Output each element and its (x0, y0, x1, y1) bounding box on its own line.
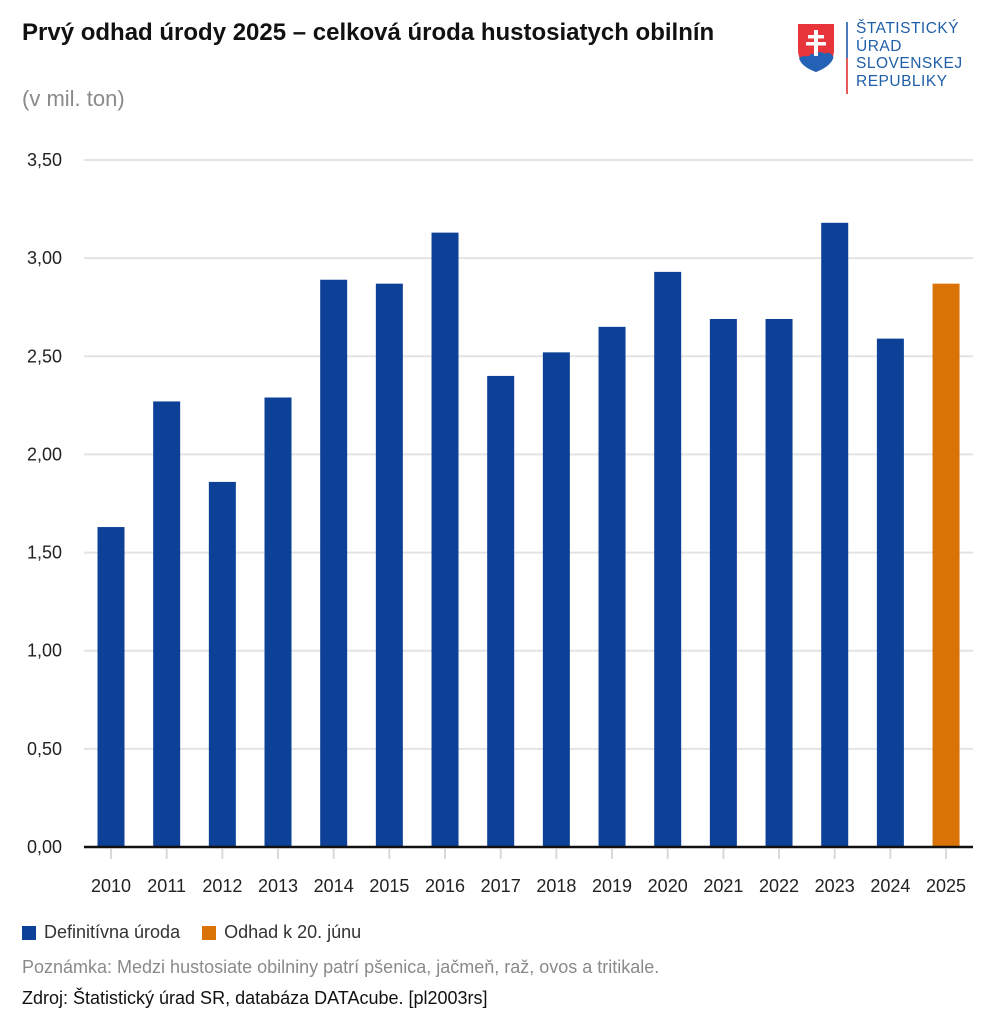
x-tick-label: 2020 (648, 876, 688, 896)
legend-item-definitive: Definitívna úroda (22, 922, 180, 943)
bar-2022 (765, 318, 793, 847)
y-tick-label: 1,50 (27, 543, 62, 563)
x-tick-label: 2018 (536, 876, 576, 896)
y-tick-label: 2,00 (27, 444, 62, 464)
x-tick-label: 2024 (870, 876, 910, 896)
bar-2024 (876, 338, 904, 847)
bar-2020 (654, 271, 682, 847)
x-tick-label: 2019 (592, 876, 632, 896)
source-note: Zdroj: Štatistický úrad SR, databáza DAT… (22, 988, 488, 1008)
x-tick-label: 2021 (703, 876, 743, 896)
y-tick-label: 1,00 (27, 641, 62, 661)
chart-title: Prvý odhad úrody 2025 – celková úroda hu… (22, 19, 715, 46)
bar-2010 (97, 527, 125, 847)
logo-line: SLOVENSKEJ (856, 55, 963, 72)
y-tick-label: 2,50 (27, 346, 62, 366)
x-tick-label: 2011 (147, 876, 186, 896)
x-tick-label: 2016 (425, 876, 465, 896)
legend: Definitívna úroda Odhad k 20. júnu (22, 922, 383, 943)
logo-line: ŠTATISTICKÝ (856, 20, 960, 37)
x-tick-label: 2014 (314, 876, 354, 896)
y-tick-label: 0,00 (27, 837, 62, 857)
bar-2023 (821, 222, 849, 848)
logo-divider (846, 22, 848, 94)
x-tick-label: 2012 (202, 876, 242, 896)
bar-2012 (208, 481, 236, 847)
bar-2011 (153, 401, 181, 847)
x-tick-label: 2010 (91, 876, 131, 896)
bar-2025 (932, 283, 960, 847)
legend-swatch-estimate (202, 925, 217, 940)
legend-label-estimate: Odhad k 20. júnu (224, 922, 362, 942)
x-tick-label: 2013 (258, 876, 298, 896)
bars (97, 222, 960, 848)
bar-chart: 0,000,501,001,502,002,503,003,50 2010 201… (27, 150, 973, 896)
y-axis-ticks: 0,00 0,50 1,00 1,50 2,00 2,50 3,00 3,50 (27, 150, 62, 857)
bar-2016 (431, 232, 459, 847)
footnote: Poznámka: Medzi hustosiate obilniny patr… (22, 957, 660, 977)
statistical-office-logo: ŠTATISTICKÝ ÚRAD SLOVENSKEJ REPUBLIKY (796, 20, 986, 100)
bar-2019 (598, 326, 626, 847)
slovak-coat-of-arms-icon (798, 24, 834, 72)
bar-2018 (542, 352, 570, 847)
bar-2014 (320, 279, 348, 848)
bar-2015 (375, 283, 403, 847)
bar-2017 (487, 375, 515, 847)
y-tick-label: 3,00 (27, 248, 62, 268)
legend-item-estimate: Odhad k 20. júnu (202, 922, 361, 943)
chart-subtitle: (v mil. ton) (22, 86, 125, 111)
x-tick-label: 2017 (481, 876, 521, 896)
x-tick-label: 2025 (926, 876, 966, 896)
x-axis: 2010 2011 2012 2013 2014 2015 2016 2017 2018 2019… (84, 845, 973, 896)
x-tick-label: 2023 (815, 876, 855, 896)
x-tick-label: 2015 (369, 876, 409, 896)
logo-line: ÚRAD (856, 37, 902, 55)
bar-2013 (264, 397, 292, 847)
bar-2021 (709, 318, 737, 847)
logo-line: REPUBLIKY (856, 72, 948, 90)
y-tick-label: 3,50 (27, 150, 62, 170)
legend-label-definitive: Definitívna úroda (44, 922, 181, 942)
x-tick-label: 2022 (759, 876, 799, 896)
legend-swatch-definitive (22, 925, 36, 940)
logo-text: ŠTATISTICKÝ ÚRAD SLOVENSKEJ REPUBLIKY (856, 20, 963, 90)
y-tick-label: 0,50 (27, 739, 62, 759)
